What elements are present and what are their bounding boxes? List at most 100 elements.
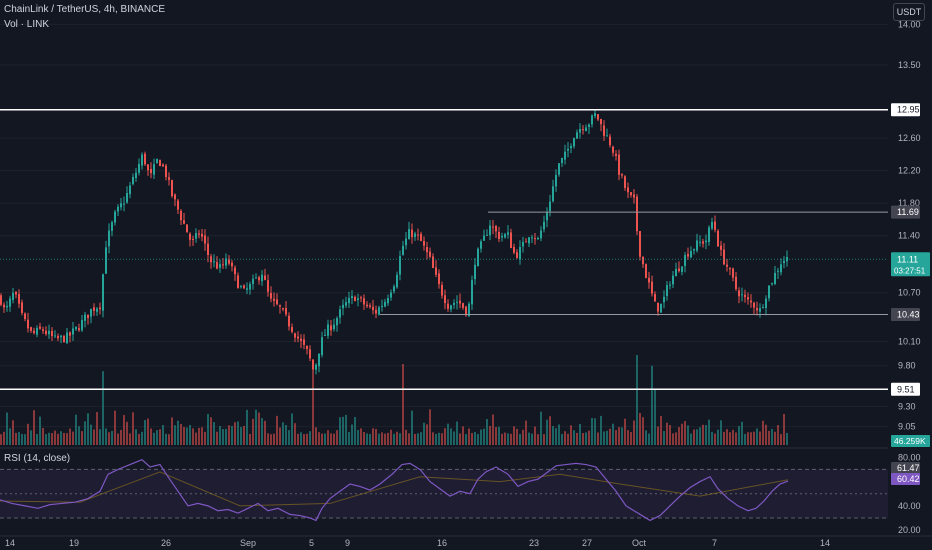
candle-body bbox=[696, 240, 698, 251]
volume-bar bbox=[561, 433, 563, 445]
candle-body bbox=[411, 229, 413, 238]
volume-bar bbox=[21, 433, 23, 445]
volume-bar bbox=[522, 429, 524, 445]
candle-body bbox=[378, 307, 380, 315]
candle-body bbox=[507, 232, 509, 235]
volume-bar bbox=[162, 424, 164, 445]
rsi-value: 60.42 bbox=[897, 474, 920, 484]
price-candles bbox=[0, 109, 788, 375]
candle-body bbox=[279, 305, 281, 307]
volume-bar bbox=[207, 414, 209, 445]
candle-body bbox=[420, 233, 422, 241]
volume-bar bbox=[747, 432, 749, 445]
candle-body bbox=[651, 281, 653, 294]
candle-body bbox=[747, 297, 749, 300]
support-resistance-lines[interactable] bbox=[0, 108, 888, 391]
candle-body bbox=[735, 276, 737, 290]
volume-bar bbox=[387, 432, 389, 445]
price-tick-label: 12.60 bbox=[898, 133, 921, 143]
volume-bar bbox=[537, 434, 539, 445]
candle-body bbox=[297, 336, 299, 339]
candle-body bbox=[0, 295, 2, 305]
candle-body bbox=[42, 329, 44, 331]
price-axis[interactable]: 14.00 13.50 12.60 12.20 11.80 11.40 10.70 10.10… bbox=[888, 0, 932, 550]
volume-bar bbox=[738, 426, 740, 445]
volume-bar bbox=[69, 428, 71, 445]
volume-bar bbox=[297, 433, 299, 445]
volume-bar bbox=[351, 424, 353, 445]
volume-bar bbox=[771, 428, 773, 445]
volume-bar bbox=[216, 431, 218, 445]
volume-bar bbox=[483, 428, 485, 445]
volume-bar bbox=[768, 430, 770, 445]
volume-bar bbox=[366, 433, 368, 445]
symbol-title[interactable]: ChainLink / TetherUS, 4h, BINANCE bbox=[4, 4, 166, 15]
rsi-indicator-label[interactable]: RSI (14, close) bbox=[4, 453, 71, 464]
candle-body bbox=[516, 252, 518, 258]
candle-body bbox=[237, 275, 239, 289]
volume-bar bbox=[759, 431, 761, 445]
volume-bar bbox=[90, 424, 92, 445]
candle-body bbox=[195, 233, 197, 239]
candle-body bbox=[456, 301, 458, 303]
volume-bar bbox=[423, 422, 425, 445]
volume-bar bbox=[645, 430, 647, 445]
volume-bar bbox=[105, 428, 107, 445]
level-price-tag: 10.43 bbox=[897, 310, 920, 320]
volume-bar bbox=[726, 429, 728, 445]
rsi-ma-line bbox=[0, 471, 789, 507]
candle-body bbox=[390, 292, 392, 298]
candle-body bbox=[423, 240, 425, 246]
volume-bar bbox=[597, 432, 599, 445]
volume-bar bbox=[273, 433, 275, 445]
candle-body bbox=[525, 241, 527, 243]
candle-body bbox=[240, 286, 242, 288]
candle-body bbox=[342, 304, 344, 309]
volume-bar bbox=[669, 425, 671, 445]
candle-body bbox=[480, 241, 482, 249]
currency-button[interactable]: USDT bbox=[893, 3, 925, 21]
candle-body bbox=[324, 334, 326, 336]
volume-bar bbox=[111, 431, 113, 445]
candle-body bbox=[12, 292, 14, 300]
volume-bar bbox=[345, 414, 347, 445]
candle-body bbox=[741, 294, 743, 296]
candle-body bbox=[630, 192, 632, 196]
candle-body bbox=[597, 114, 599, 120]
candle-body bbox=[567, 148, 569, 151]
candle-body bbox=[201, 233, 203, 237]
volume-bar bbox=[444, 428, 446, 445]
candle-body bbox=[174, 194, 176, 200]
volume-indicator-label[interactable]: Vol · LINK bbox=[4, 19, 50, 30]
volume-bar bbox=[705, 425, 707, 445]
candle-body bbox=[108, 230, 110, 247]
volume-bar bbox=[135, 429, 137, 445]
candle-body bbox=[471, 280, 473, 305]
candle-body bbox=[162, 164, 164, 167]
candle-body bbox=[699, 241, 701, 243]
volume-bar bbox=[213, 422, 215, 445]
volume-bar bbox=[498, 426, 500, 445]
candle-body bbox=[213, 261, 215, 263]
volume-bar bbox=[72, 431, 74, 445]
candle-body bbox=[255, 277, 257, 279]
candle-body bbox=[84, 314, 86, 321]
volume-bar bbox=[183, 426, 185, 445]
volume-bar bbox=[93, 429, 95, 445]
volume-bar bbox=[417, 433, 419, 445]
volume-bar bbox=[264, 420, 266, 445]
candle-body bbox=[573, 138, 575, 147]
volume-bar bbox=[414, 433, 416, 445]
candle-body bbox=[465, 306, 467, 316]
volume-bar bbox=[300, 432, 302, 445]
volume-bar bbox=[735, 432, 737, 445]
candle-body bbox=[618, 154, 620, 175]
candle-body bbox=[309, 349, 311, 359]
candle-body bbox=[111, 222, 113, 231]
candle-body bbox=[639, 231, 641, 257]
time-axis[interactable]: 14 19 26 Sep 5 9 16 23 27 Oct 7 14 bbox=[0, 535, 932, 548]
candle-body bbox=[585, 127, 587, 132]
candle-body bbox=[396, 274, 398, 288]
volume-bar bbox=[510, 433, 512, 445]
